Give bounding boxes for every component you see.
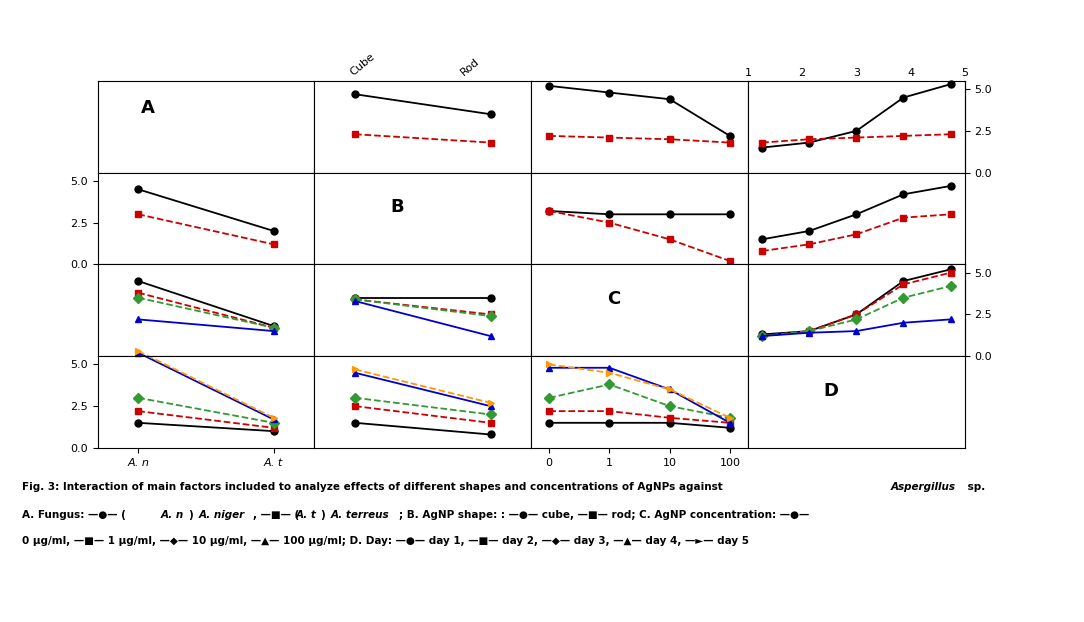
Text: 0 μg/ml, —■— 1 μg/ml, —◆— 10 μg/ml, —▲— 100 μg/ml; D. Day: —●— day 1, —■— day 2,: 0 μg/ml, —■— 1 μg/ml, —◆— 10 μg/ml, —▲— … <box>22 536 749 546</box>
Text: 1: 1 <box>745 68 751 78</box>
Text: C: C <box>607 290 620 308</box>
Text: sp.: sp. <box>964 482 985 492</box>
Text: A. terreus: A. terreus <box>331 510 389 520</box>
Text: Rod: Rod <box>460 57 481 78</box>
Text: 4: 4 <box>907 68 914 78</box>
Text: Cube: Cube <box>348 52 376 78</box>
Text: A. n: A. n <box>160 510 183 520</box>
Text: 5: 5 <box>962 68 968 78</box>
Text: A: A <box>141 100 155 117</box>
Text: A. niger: A. niger <box>198 510 245 520</box>
Text: 2: 2 <box>799 68 805 78</box>
Text: Aspergillus: Aspergillus <box>891 482 956 492</box>
Text: D: D <box>824 382 839 400</box>
Text: Fig. 3: Interaction of main factors included to analyze effects of different sha: Fig. 3: Interaction of main factors incl… <box>22 482 726 492</box>
Text: ): ) <box>321 510 330 520</box>
Text: ; B. AgNP shape: : —●— cube, —■— rod; C. AgNP concentration: —●—: ; B. AgNP shape: : —●— cube, —■— rod; C.… <box>399 510 809 520</box>
Text: B: B <box>390 198 404 216</box>
Text: ): ) <box>189 510 197 520</box>
Text: , —■— (: , —■— ( <box>253 510 299 520</box>
Text: 3: 3 <box>853 68 860 78</box>
Text: A. t: A. t <box>296 510 317 520</box>
Text: A. Fungus: —●— (: A. Fungus: —●— ( <box>22 510 126 520</box>
